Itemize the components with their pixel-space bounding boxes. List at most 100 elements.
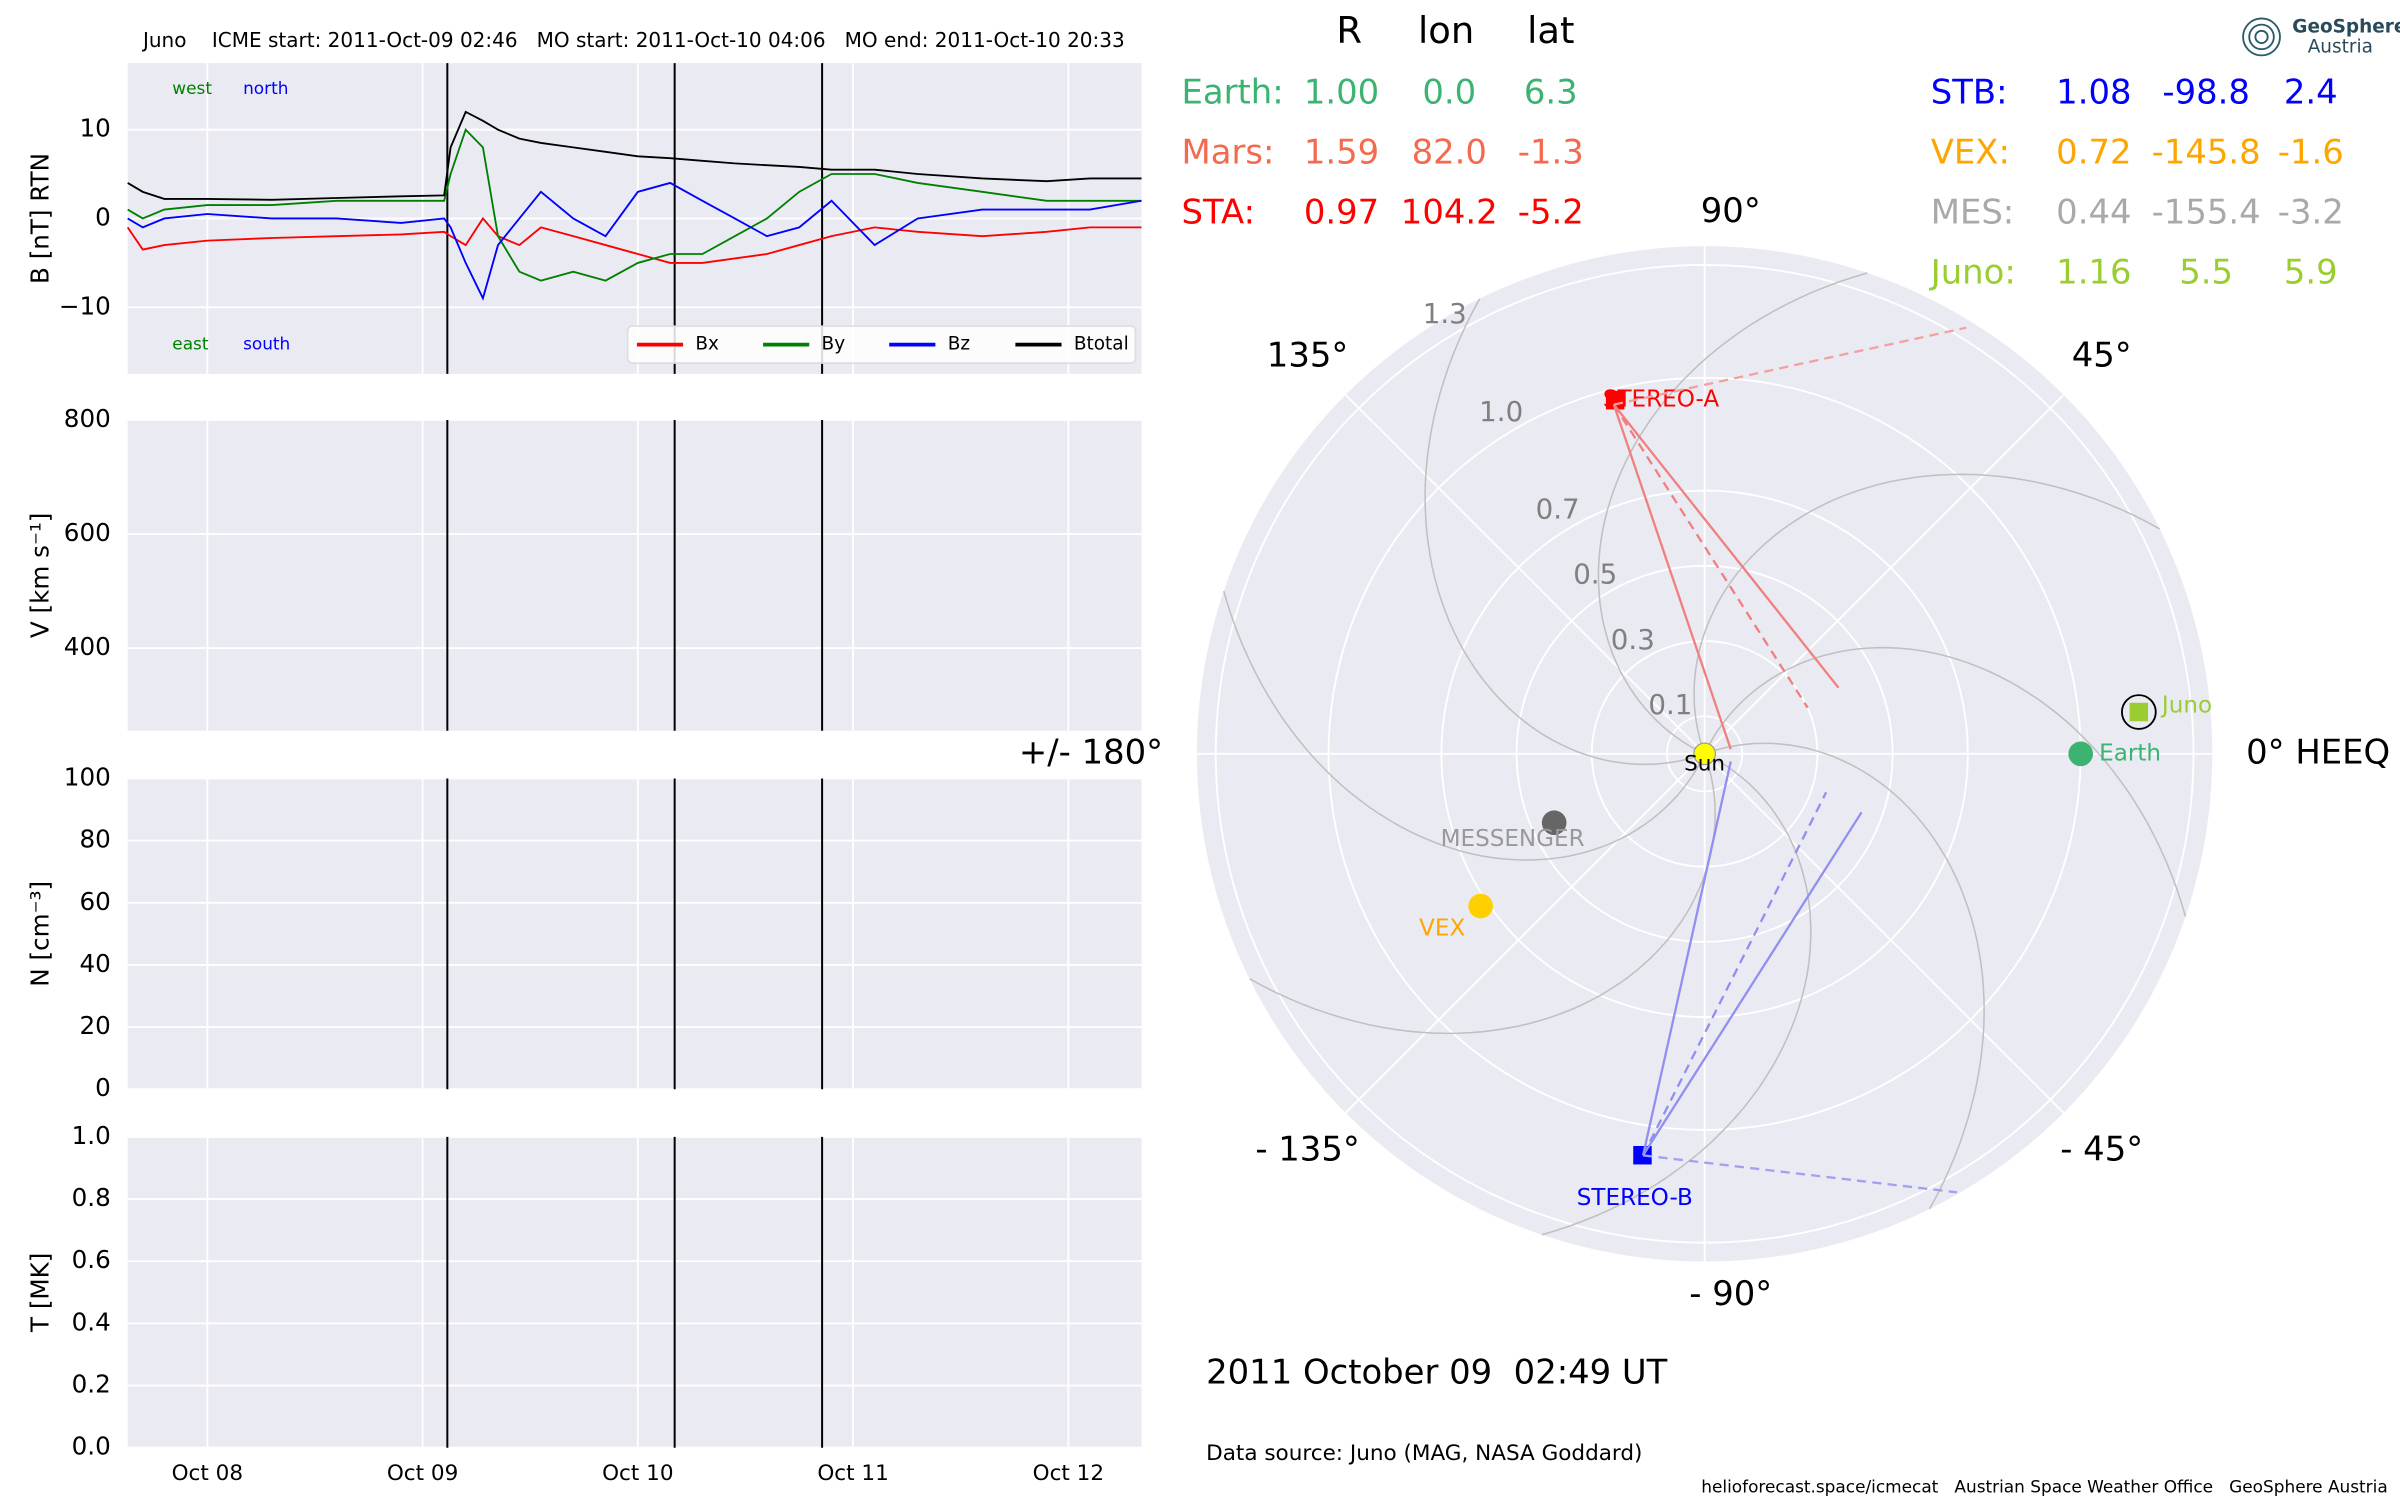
logo-title: GeoSphere <box>2292 17 2400 38</box>
parker-spiral <box>1703 646 2187 917</box>
body-marker <box>1541 810 1567 836</box>
stb-hi-line <box>1642 791 1828 1156</box>
parker-spiral <box>1693 473 2161 755</box>
panel-background <box>127 778 1142 1090</box>
body-marker <box>1605 390 1625 410</box>
table-row-name: STA: <box>1182 192 1255 231</box>
sta-hi-line <box>1612 403 1840 689</box>
parker-spiral <box>1541 753 1812 1236</box>
body-marker <box>2068 741 2093 767</box>
sun-label: Sun <box>1684 752 1725 777</box>
theta-tick-label: 0° HEEQ <box>2246 732 2390 771</box>
table-cell: 0.44 <box>2056 192 2131 231</box>
table-cell: 1.16 <box>2056 252 2131 291</box>
y-tick-label: 0.4 <box>72 1307 111 1336</box>
table-row-name: STB: <box>1931 72 2008 111</box>
y-tick-label: 80 <box>79 825 110 854</box>
theta-grid-line <box>1703 394 2065 755</box>
polar-plot: 0.1 0.3 0.5 0.7 1.0 1.3 0° HEEQ 45° 90° 135° +/- 1… <box>1019 191 2390 1313</box>
annotation: west <box>172 78 212 98</box>
footer: helioforecast.space/icmecat Austrian Spa… <box>1701 1477 2387 1497</box>
annotation: south <box>243 334 290 354</box>
x-tick-label: Oct 11 <box>817 1461 888 1486</box>
body-marker <box>2129 702 2149 722</box>
table-cell: 0.0 <box>1422 72 1476 111</box>
theta-tick-label: 90° <box>1701 191 1761 230</box>
table-cell: 5.9 <box>2284 252 2338 291</box>
logo-subtitle: Austria <box>2308 37 2373 58</box>
legend-label: Btotal <box>1074 334 1129 355</box>
r-tick-label: 1.0 <box>1479 395 1523 428</box>
parker-spiral <box>1424 298 1705 766</box>
y-tick-label: 100 <box>64 762 111 791</box>
table-row-name: Juno: <box>1929 252 2016 291</box>
stb-hi-line <box>1642 811 1863 1157</box>
y-tick-label: 10 <box>79 114 110 143</box>
y-tick-label: 0.0 <box>72 1432 111 1461</box>
sun <box>1693 742 1717 766</box>
y-axis-label: V [km s⁻¹] <box>26 513 55 639</box>
series-line <box>126 216 1142 264</box>
y-axis-label: T [MK] <box>26 1253 55 1333</box>
x-tick-label: Oct 08 <box>172 1461 243 1486</box>
table-cell: 6.3 <box>1524 72 1578 111</box>
y-tick-label: 20 <box>79 1011 110 1040</box>
x-tick-label: Oct 10 <box>602 1461 673 1486</box>
table-cell: -5.2 <box>1518 192 1584 231</box>
sta-hi-line <box>1613 326 1967 406</box>
panel-background <box>127 420 1142 731</box>
parker-spiral <box>1597 272 1868 755</box>
parker-spiral <box>1704 742 1985 1210</box>
theta-grid-line <box>1344 394 1706 755</box>
table-header: lat <box>1527 9 1574 52</box>
y-tick-label: 0 <box>95 202 111 231</box>
table-cell: 0.72 <box>2056 132 2131 171</box>
theta-tick-label: - 135° <box>1255 1129 1359 1168</box>
y-tick-label: 0.2 <box>72 1370 111 1399</box>
table-header: lon <box>1418 9 1474 52</box>
y-tick-label: 40 <box>79 949 110 978</box>
table-header: R <box>1336 9 1362 52</box>
theta-grid-line <box>1344 753 1706 1114</box>
r-tick-label: 0.5 <box>1573 558 1617 591</box>
y-axis-label: N [cm⁻³] <box>26 881 55 987</box>
r-tick-label: 0.7 <box>1536 492 1580 525</box>
parker-spiral <box>1222 590 1706 861</box>
body-label: Juno <box>2160 692 2212 718</box>
series-line <box>127 127 1142 282</box>
data-source: Data source: Juno (MAG, NASA Goddard) <box>1206 1441 1642 1466</box>
r-tick-label: 0.1 <box>1648 688 1692 721</box>
legend-label: Bz <box>948 334 970 355</box>
table-cell: 1.00 <box>1304 72 1379 111</box>
legend-label: Bx <box>695 334 719 355</box>
theta-tick-label: 45° <box>2072 335 2132 374</box>
x-tick-label: Oct 12 <box>1033 1461 1104 1486</box>
hi-lines <box>1612 326 1967 1194</box>
body-label: STEREO-A <box>1603 387 1720 413</box>
y-axis-label: B [nT] RTN <box>26 153 55 284</box>
body-marker <box>1468 893 1493 919</box>
table-cell: -3.2 <box>2278 192 2344 231</box>
target-ring <box>2121 694 2157 730</box>
y-tick-label: 600 <box>64 518 111 547</box>
y-tick-label: −10 <box>59 291 111 320</box>
stb-hi-line <box>1642 1154 1958 1194</box>
table-cell: 1.59 <box>1304 132 1379 171</box>
sta-hi-line <box>1612 403 1809 709</box>
table-cell: 0.97 <box>1304 192 1379 231</box>
series-line <box>127 110 1142 201</box>
sta-hi-line <box>1612 404 1732 750</box>
table-cell: 82.0 <box>1412 132 1487 171</box>
logo-icon <box>2242 17 2281 57</box>
timestamp: 2011 October 09 02:49 UT <box>1206 1352 1668 1391</box>
body-label: STEREO-B <box>1577 1185 1693 1211</box>
table-row-name: VEX: <box>1931 132 2010 171</box>
table-cell: -1.3 <box>1518 132 1584 171</box>
theta-tick-label: 135° <box>1267 335 1348 374</box>
annotation: east <box>172 334 209 354</box>
table-cell: 5.5 <box>2179 252 2233 291</box>
table-cell: -145.8 <box>2152 132 2261 171</box>
theta-grid-line <box>1703 753 2065 1114</box>
body-label: Earth <box>2099 740 2161 766</box>
